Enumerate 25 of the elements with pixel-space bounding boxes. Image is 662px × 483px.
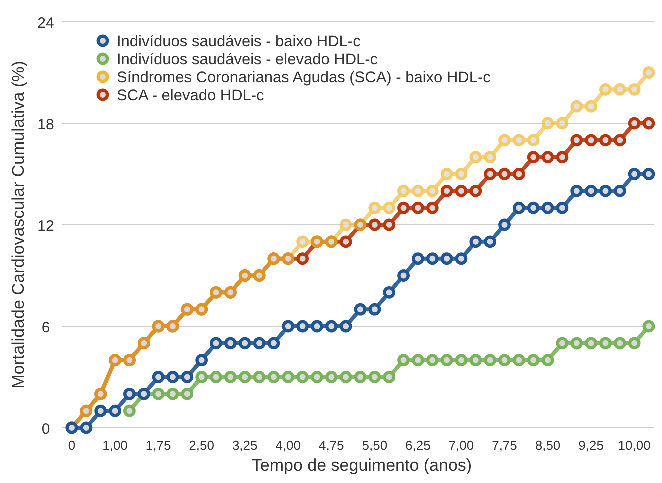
y-tick-label: 18 [38,116,54,134]
y-tick-label: 12 [38,218,54,235]
x-tick-label: 1,00 [102,438,128,453]
x-tick-label: 9,25 [578,438,604,453]
y-tick-label: 6 [42,320,50,336]
x-tick-label: 1,75 [146,438,172,453]
x-tick-label: 4,00 [276,438,302,453]
legend-label: Indivíduos saudáveis - elevado HDL-c [117,52,378,68]
legend-label: Síndromes Coronarianas Agudas (SCA) - baixo HDL-c [117,70,492,86]
legend-label: SCA - elevado HDL-c [117,88,265,104]
x-tick-label: 0 [68,438,76,453]
x-tick-label: 7,00 [448,438,474,453]
x-tick-label: 8,50 [535,438,561,453]
legend-label: Indivíduos saudáveis - baixo HDL-c [117,34,362,50]
x-tick-label: 6,25 [406,438,431,453]
x-tick-label: 2,50 [189,438,214,453]
y-tick-label: 24 [38,15,54,32]
x-tick-label: 7,75 [492,438,518,453]
x-tick-label: 3,25 [232,438,258,453]
x-tick-label: 4,75 [318,438,344,453]
y-tick-label: 0 [42,421,50,438]
x-tick-label: 10,00 [618,438,651,453]
x-tick-label: 5,50 [362,438,388,453]
x-axis-title: Tempo de seguimento (anos) [252,456,472,475]
y-axis-title: Mortalidade Cardiovascular Cumulativa (%) [9,61,28,389]
